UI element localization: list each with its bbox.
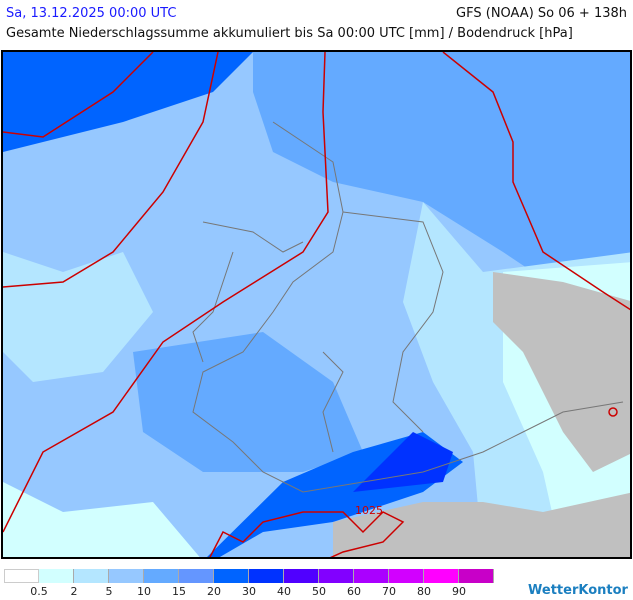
- legend-swatch: [214, 569, 249, 583]
- legend-swatch: [354, 569, 389, 583]
- model-run: GFS (NOAA) So 06 + 138h: [456, 6, 627, 21]
- legend-swatch: [249, 569, 284, 583]
- legend-label: 70: [382, 585, 396, 598]
- legend-label: 10: [137, 585, 151, 598]
- legend-swatch: [39, 569, 74, 583]
- legend-label: 30: [242, 585, 256, 598]
- color-legend: [4, 569, 494, 583]
- legend-label: 40: [277, 585, 291, 598]
- legend-swatch: [179, 569, 214, 583]
- land-mask-east: [493, 272, 630, 472]
- legend-swatch: [144, 569, 179, 583]
- wetterkontor-logo: WetterKontor: [528, 583, 628, 598]
- precip-area-central: [133, 332, 363, 472]
- legend-label: 5: [105, 585, 113, 598]
- legend-label: 80: [417, 585, 431, 598]
- precipitation-map: 1025: [1, 50, 632, 559]
- isobars: [3, 52, 630, 557]
- precip-area-heavy-nw: [3, 52, 253, 152]
- land-mask-south: [333, 492, 630, 557]
- legend-label: 20: [207, 585, 221, 598]
- precip-area-very-heavy-alps: [353, 432, 453, 492]
- legend-label: 50: [312, 585, 326, 598]
- legend-label: 15: [172, 585, 186, 598]
- legend-swatch: [459, 569, 494, 583]
- legend-swatch: [389, 569, 424, 583]
- map-title: Gesamte Niederschlagssumme akkumuliert b…: [6, 26, 573, 41]
- legend-swatch: [4, 569, 39, 583]
- legend-swatch: [319, 569, 354, 583]
- legend-label: 2: [70, 585, 78, 598]
- isobar-label: 1025: [355, 504, 383, 517]
- map-canvas: 1025: [3, 52, 630, 557]
- legend-swatch: [74, 569, 109, 583]
- country-borders: [192, 121, 624, 493]
- legend-label: 0.5: [30, 585, 48, 598]
- legend-swatch: [109, 569, 144, 583]
- precip-area-southwest: [3, 482, 200, 557]
- precip-area-north: [253, 52, 630, 292]
- legend-swatch: [424, 569, 459, 583]
- legend-swatch: [284, 569, 319, 583]
- valid-time: Sa, 13.12.2025 00:00 UTC: [6, 6, 177, 21]
- legend-label: 60: [347, 585, 361, 598]
- legend-label: 90: [452, 585, 466, 598]
